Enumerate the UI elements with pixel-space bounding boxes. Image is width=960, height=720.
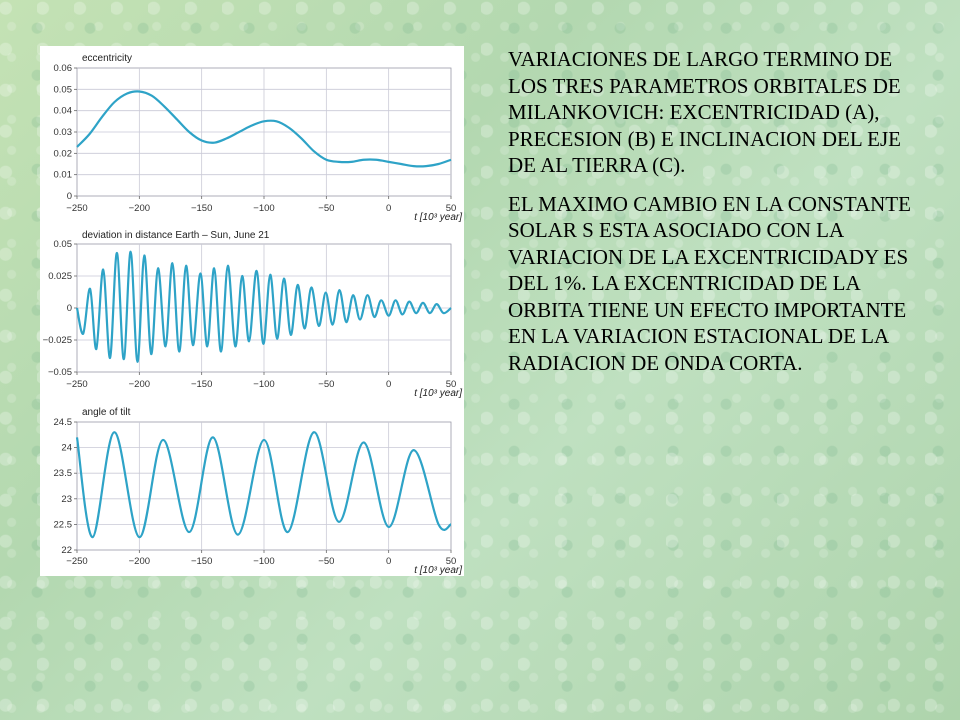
series-line	[75, 250, 452, 363]
x-tick-label: −150	[191, 379, 212, 390]
x-tick-label: −200	[129, 556, 150, 567]
y-tick-label: 0.05	[54, 239, 73, 250]
y-tick-label: 22	[61, 545, 72, 556]
x-tick-label: 0	[386, 379, 391, 390]
y-tick-label: 24	[61, 443, 72, 454]
y-tick-label: 0	[67, 303, 72, 314]
x-tick-label: 0	[386, 203, 391, 214]
x-tick-label: −250	[66, 203, 87, 214]
x-tick-label: −50	[318, 203, 334, 214]
x-tick-label: −200	[129, 203, 150, 214]
y-tick-label: 0	[67, 191, 72, 202]
chart-panel-1: −250 −200 −150 −100 −50 0 50 0.06 0.05 0.04 0.03 0.…	[54, 53, 463, 223]
x-tick-label: −150	[191, 556, 212, 567]
x-axis-label: t [10³ year]	[414, 388, 462, 399]
x-tick-label: −100	[253, 379, 274, 390]
y-tick-label: −0.025	[43, 335, 72, 346]
y-tick-label: 0.03	[54, 127, 73, 138]
x-tick-label: −250	[66, 556, 87, 567]
chart-title: angle of tilt	[82, 407, 131, 418]
charts-svg: −250 −200 −150 −100 −50 0 50 0.06 0.05 0.04 0.03 0.…	[43, 53, 463, 576]
chart-panel-3: −250 −200 −150 −100 −50 0 50 24.5 24 23.5 23 22.5 22…	[54, 407, 463, 576]
y-tick-label: 0.025	[48, 271, 72, 282]
x-tick-label: −50	[318, 556, 334, 567]
y-tick-label: 0.02	[54, 148, 73, 159]
y-tick-label: 0.04	[54, 106, 73, 117]
y-tick-label: 23.5	[54, 468, 73, 479]
x-tick-label: −250	[66, 379, 87, 390]
x-tick-label: −100	[253, 556, 274, 567]
y-tick-label: 0.05	[54, 84, 73, 95]
y-tick-label: 22.5	[54, 519, 73, 530]
y-tick-label: 0.01	[54, 170, 73, 181]
series-line	[75, 431, 452, 539]
x-tick-label: −150	[191, 203, 212, 214]
chart-panel-2: −250 −200 −150 −100 −50 0 50 0.05 0.025 0 −0.025 −0…	[43, 230, 463, 399]
chart-title: deviation in distance Earth – Sun, June …	[82, 230, 270, 241]
x-tick-label: 0	[386, 556, 391, 567]
x-tick-label: 50	[446, 379, 457, 390]
chart-title: eccentricity	[82, 53, 132, 64]
paragraph-1: VARIACIONES DE LARGO TERMINO DE LOS TRES…	[508, 47, 901, 177]
x-tick-label: −50	[318, 379, 334, 390]
x-tick-label: 50	[446, 556, 457, 567]
x-tick-label: −100	[253, 203, 274, 214]
x-tick-label: 50	[446, 203, 457, 214]
description-text: VARIACIONES DE LARGO TERMINO DE LOS TRES…	[508, 46, 928, 388]
paragraph-2: EL MAXIMO CAMBIO EN LA CONSTANTE SOLAR S…	[508, 191, 911, 375]
x-axis-label: t [10³ year]	[414, 565, 462, 576]
y-tick-label: −0.05	[48, 367, 72, 378]
x-axis-label: t [10³ year]	[414, 212, 462, 223]
milankovitch-figure: −250 −200 −150 −100 −50 0 50 0.06 0.05 0.04 0.03 0.…	[40, 46, 464, 576]
y-tick-label: 23	[61, 494, 72, 505]
series-line	[76, 90, 452, 168]
y-tick-label: 24.5	[54, 417, 73, 428]
y-tick-label: 0.06	[54, 63, 73, 74]
x-tick-label: −200	[129, 379, 150, 390]
